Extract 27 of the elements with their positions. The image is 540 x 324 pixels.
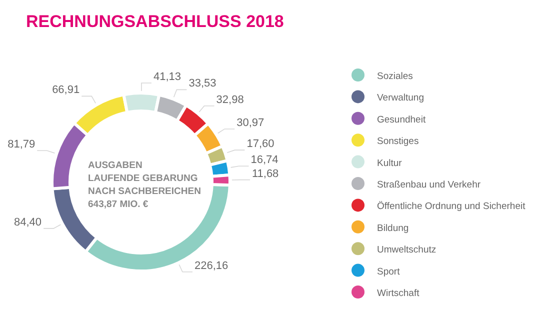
data-label: 30,97 [236,116,264,129]
data-label: 81,79 [8,138,36,151]
legend-label: Straßenbau und Verkehr [377,180,481,190]
data-label: 33,53 [188,78,216,90]
legend-label: Verwaltung [377,92,424,104]
legend-label: Kultur [377,158,402,169]
data-label: 66,91 [52,84,80,96]
data-label: 11,68 [252,168,279,180]
data-label: 32,98 [216,94,244,106]
chart-title: RECHNUNGSABSCHLUSS 2018 [26,12,284,31]
text: AUSGABEN [88,160,143,171]
legend-label: Öffentliche Ordnung und Sicherheit [377,201,526,212]
legend-label: Umweltschutz [377,244,436,256]
legend-label: Wirtschaft [377,288,420,299]
data-label: 226,16 [194,260,228,272]
legend-label: Soziales [377,71,414,82]
legend-label: Gesundheit [377,114,426,126]
data-label: 84,40 [14,216,42,228]
text: 643,87 MIO. € [88,199,149,210]
data-label: 16,74 [250,154,278,166]
legend-label: Bildung [377,222,409,234]
text: NACH SACHBEREICHEN [88,186,202,197]
legend-label: Sport [377,266,400,278]
data-label: 41,13 [153,71,181,83]
text: LAUFENDE GEBARUNG [88,173,198,184]
data-label: 17,60 [246,138,274,150]
legend-label: Sonstiges [377,136,419,148]
